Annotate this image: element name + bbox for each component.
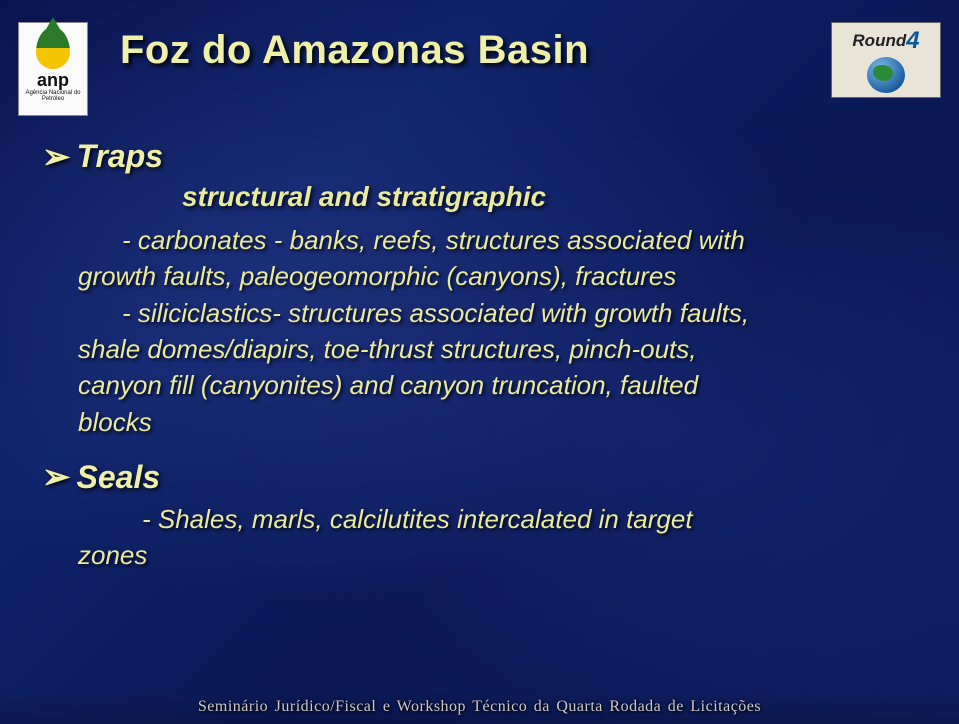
globe-icon <box>867 57 905 93</box>
footer-text: Seminário Jurídico/Fiscal e Workshop Téc… <box>198 698 761 716</box>
anp-logo-text: anp <box>37 71 69 89</box>
traps-line-5: canyon fill (canyonites) and canyon trun… <box>78 368 899 402</box>
traps-line-6: blocks <box>78 405 899 439</box>
round-label: Round <box>852 31 906 50</box>
slide-footer: Seminário Jurídico/Fiscal e Workshop Téc… <box>0 690 959 724</box>
seals-line-1: - Shales, marls, calcilutites intercalat… <box>142 502 899 536</box>
slide-content: ➢ Traps structural and stratigraphic - c… <box>42 138 899 575</box>
traps-line-2: growth faults, paleogeomorphic (canyons)… <box>78 259 899 293</box>
section-seals-label: Seals <box>77 459 161 496</box>
anp-logo: anp Agência Nacional do Petróleo <box>18 22 88 116</box>
round-number: 4 <box>906 27 919 54</box>
oil-drop-icon <box>36 27 70 69</box>
slide-title: Foz do Amazonas Basin <box>120 28 589 73</box>
section-seals-head: ➢ Seals <box>42 459 899 496</box>
section-traps-head: ➢ Traps <box>42 138 899 175</box>
traps-line-3: - siliciclastics- structures associated … <box>122 296 899 330</box>
chevron-right-icon: ➢ <box>42 460 71 494</box>
traps-line-4: shale domes/diapirs, toe-thrust structur… <box>78 332 899 366</box>
traps-line-1: - carbonates - banks, reefs, structures … <box>122 223 899 257</box>
round4-logo: Round4 <box>831 22 941 98</box>
traps-subhead: structural and stratigraphic <box>182 181 899 213</box>
seals-line-2: zones <box>78 538 899 572</box>
chevron-right-icon: ➢ <box>42 140 71 174</box>
round4-logo-text: Round4 <box>852 27 919 55</box>
section-traps-label: Traps <box>77 138 164 175</box>
anp-logo-subtitle: Agência Nacional do Petróleo <box>22 90 84 103</box>
